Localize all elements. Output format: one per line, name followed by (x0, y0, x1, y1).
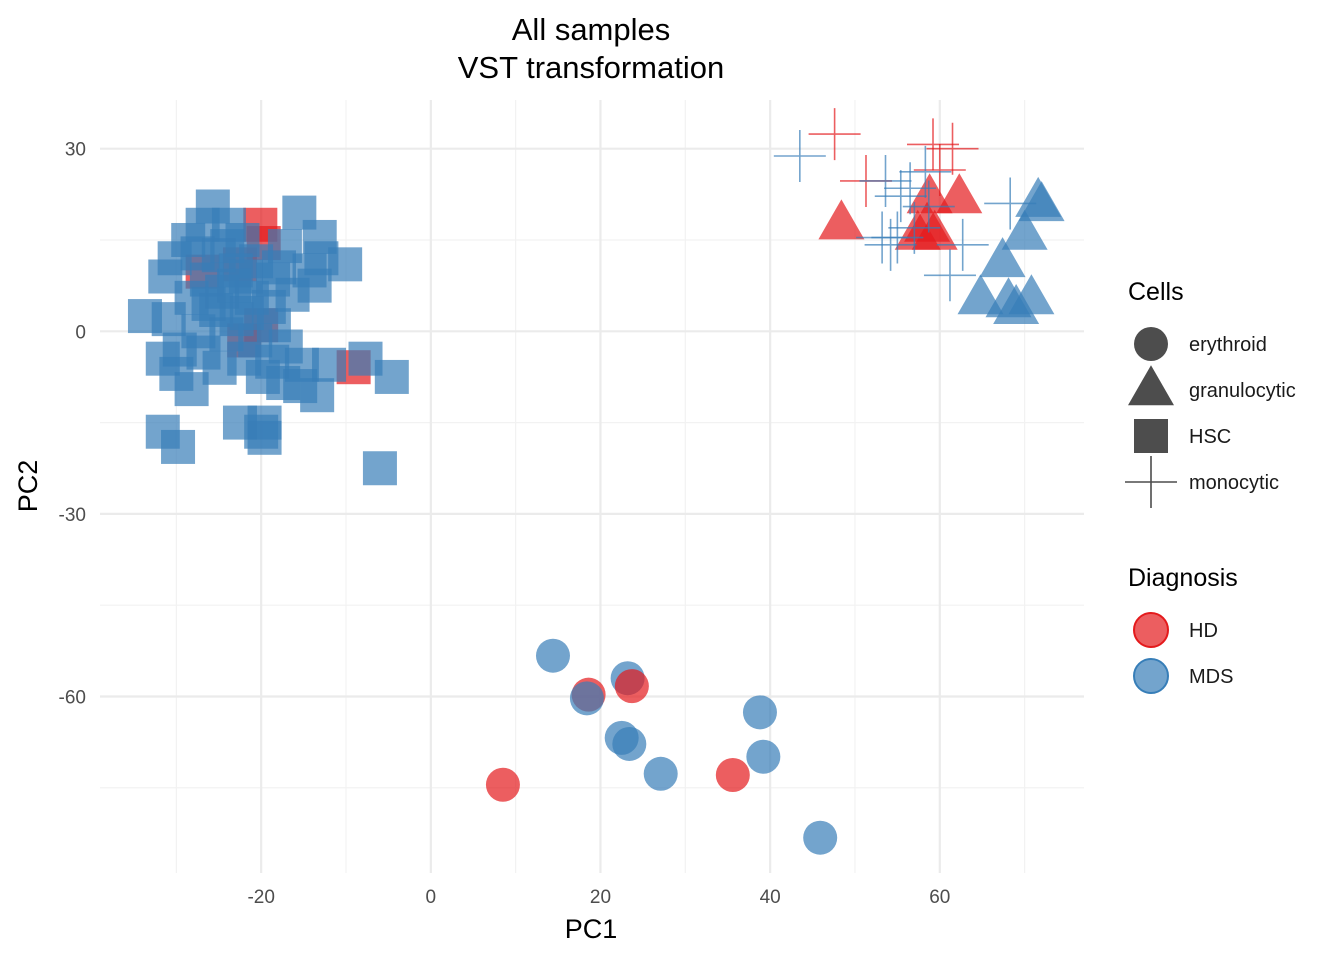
x-tick-label: 0 (426, 887, 437, 908)
legend-label-mds: MDS (1189, 666, 1233, 688)
legend-diagnosis: Diagnosis HD MDS (1128, 564, 1238, 694)
point-monocytic-mds (902, 180, 955, 233)
data-points (127, 108, 1065, 855)
x-tick-label: -20 (247, 887, 274, 908)
point-monocytic-mds (984, 177, 1037, 230)
point-monocytic-mds (923, 249, 976, 302)
x-tick-labels: -20 0 20 40 60 (247, 887, 950, 908)
point-hsc-mds (191, 286, 226, 321)
y-axis-title: PC2 (13, 460, 43, 513)
point-hsc-mds (362, 451, 397, 486)
point-erythroid-mds (612, 726, 647, 761)
legend-key-erythroid (1134, 327, 1168, 361)
legend-key-granulocytic (1128, 365, 1174, 406)
legend-label-granulocytic: granulocytic (1189, 380, 1296, 402)
point-granulocytic-mds (1001, 209, 1048, 250)
point-granulocytic-hd (936, 173, 983, 214)
legend-label-hsc: HSC (1189, 426, 1231, 448)
point-hsc-mds (161, 429, 196, 464)
point-granulocytic-mds (957, 274, 1004, 315)
point-granulocytic-hd (818, 199, 865, 240)
point-monocytic-mds (888, 201, 941, 254)
legend-key-monocytic (1125, 456, 1177, 508)
point-erythroid-mds (746, 739, 781, 774)
point-hsc-mds (247, 420, 282, 455)
point-hsc-mds (151, 302, 186, 337)
point-granulocytic-mds (1018, 181, 1065, 222)
chart-subtitle: VST transformation (458, 50, 724, 85)
legend-title: Cells (1128, 278, 1184, 306)
point-monocytic-hd (926, 122, 979, 175)
legend-cells: Cells erythroid granulocytic HSC monocytic (1125, 278, 1296, 508)
point-monocytic-mds (936, 218, 989, 271)
x-tick-label: 20 (590, 887, 611, 908)
point-hsc-mds (328, 247, 363, 282)
point-monocytic-mds (884, 162, 937, 215)
point-erythroid-mds (643, 756, 678, 791)
x-tick-label: 40 (760, 887, 781, 908)
point-granulocytic-mds (993, 283, 1040, 324)
point-erythroid-mds (535, 638, 570, 673)
x-axis-title: PC1 (565, 914, 618, 944)
point-erythroid-mds (803, 820, 838, 855)
point-erythroid-mds (742, 695, 777, 730)
point-monocytic-mds (874, 170, 927, 223)
point-hsc-mds (229, 296, 264, 331)
point-hsc-mds (180, 236, 215, 271)
y-tick-labels: -60 -30 0 30 (59, 140, 86, 709)
point-monocytic-mds (899, 145, 952, 198)
point-monocytic-hd (907, 118, 960, 171)
y-tick-label: -30 (59, 505, 86, 526)
point-erythroid-hd (614, 669, 649, 704)
point-granulocytic-mds (979, 237, 1026, 278)
legend-label-hd: HD (1189, 620, 1218, 642)
legend-key-hd (1133, 612, 1169, 648)
point-hsc-mds (374, 359, 409, 394)
point-granulocytic-hd (906, 173, 953, 214)
point-hsc-mds (261, 250, 296, 285)
chart-title: All samples (512, 12, 671, 47)
point-monocytic-hd (808, 108, 861, 161)
point-hsc-mds (312, 347, 347, 382)
y-tick-label: -60 (59, 687, 86, 708)
y-tick-label: 30 (65, 140, 86, 161)
legend: Cells erythroid granulocytic HSC monocytic Di… (1125, 278, 1296, 694)
point-monocytic-hd (913, 143, 966, 196)
legend-key-hsc (1134, 419, 1168, 453)
point-erythroid-hd (715, 758, 750, 793)
point-monocytic-mds (859, 154, 912, 207)
point-erythroid-mds (569, 681, 604, 716)
point-erythroid-hd (485, 767, 520, 802)
point-hsc-mds (218, 253, 253, 288)
axes: -20 0 20 40 60 -60 -30 0 30 PC1 PC2 (13, 140, 950, 944)
legend-key-mds (1133, 658, 1169, 694)
point-granulocytic-hd (911, 209, 958, 250)
legend-title: Diagnosis (1128, 564, 1238, 592)
point-hsc-mds (300, 378, 335, 413)
point-hsc-mds (174, 372, 209, 407)
x-tick-label: 60 (929, 887, 950, 908)
point-monocytic-mds (773, 129, 826, 182)
legend-label-erythroid: erythroid (1189, 334, 1267, 356)
legend-label-monocytic: monocytic (1189, 472, 1279, 494)
y-tick-label: 0 (75, 322, 86, 343)
chart-title-block: All samples VST transformation (458, 12, 724, 85)
